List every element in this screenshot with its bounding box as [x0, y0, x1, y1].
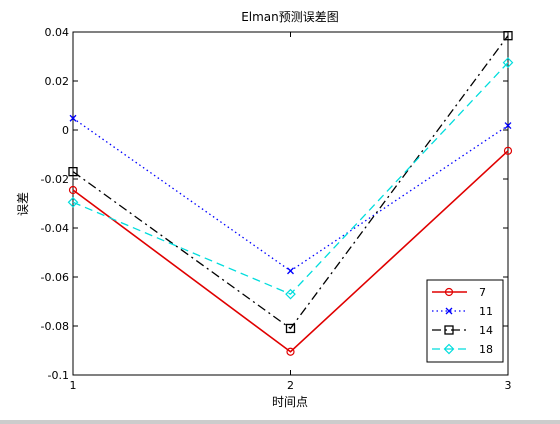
y-tick-label: 0.04: [45, 26, 70, 39]
chart-title: Elman预测误差图: [241, 10, 339, 24]
legend-label-7: 7: [479, 286, 486, 299]
legend-marker-18: [443, 343, 455, 355]
legend-label-14: 14: [479, 324, 493, 337]
x-tick-label: 1: [70, 379, 77, 392]
legend-marker-11: [445, 307, 453, 315]
y-tick-label: -0.1: [48, 369, 69, 382]
data-point-7: [68, 185, 78, 195]
data-point-14: [503, 31, 513, 41]
x-axis-label: 时间点: [272, 395, 308, 409]
y-axis-label: 误差: [16, 192, 30, 216]
legend-box: [426, 279, 504, 363]
legend-label-11: 11: [479, 305, 493, 318]
legend-marker-14: [444, 325, 454, 335]
x-tick-label: 2: [287, 379, 294, 392]
x-tick-label: 3: [505, 379, 512, 392]
series-line-7: [72, 150, 509, 353]
data-point-11: [287, 267, 294, 275]
series-line-14: [72, 35, 509, 330]
y-tick-label: 0: [62, 124, 69, 137]
data-point-18: [285, 288, 296, 300]
y-tick-label: -0.02: [41, 173, 69, 186]
data-point-7: [503, 146, 513, 155]
data-point-14: [285, 323, 296, 334]
legend-label-18: 18: [479, 343, 493, 356]
data-point-18: [67, 196, 79, 208]
data-point-18: [502, 57, 514, 68]
y-tick-label: -0.08: [41, 320, 69, 333]
series-line-11: [72, 117, 509, 272]
y-tick-label: -0.04: [41, 222, 69, 235]
data-point-7: [286, 347, 295, 356]
data-point-11: [504, 122, 512, 130]
series-line-18: [72, 62, 509, 295]
y-tick-label: -0.06: [41, 271, 69, 284]
y-tick-label: 0.02: [45, 75, 70, 88]
legend-marker-7: [444, 287, 454, 297]
data-point-14: [68, 166, 78, 177]
data-point-11: [69, 114, 77, 122]
